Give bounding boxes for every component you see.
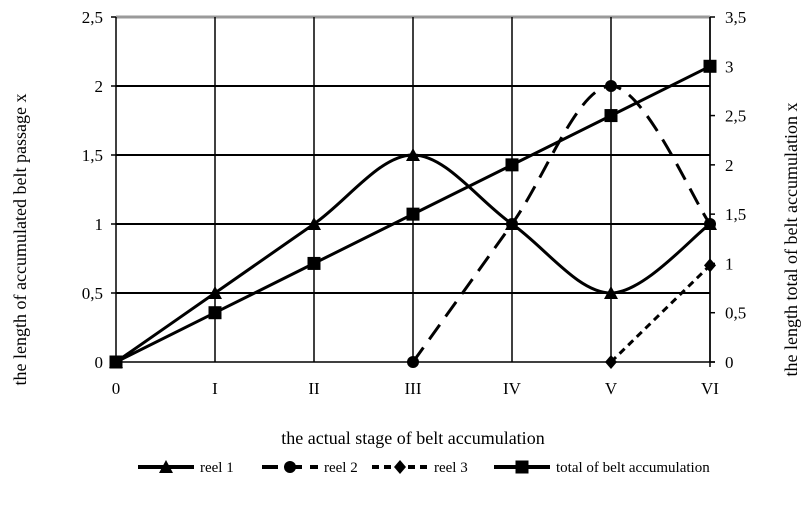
tick-labels: 00,511,522,500,511,522,533,50 I II III IV V VI [82, 8, 747, 398]
data-point [605, 355, 617, 369]
data-point [109, 355, 123, 369]
series-layer [109, 59, 717, 369]
y-right-tick-label: 1,5 [725, 205, 746, 224]
series-total-of-belt-accumulation [109, 59, 717, 369]
data-point [605, 80, 617, 92]
data-point [406, 207, 420, 221]
legend-label: total of belt accumulation [556, 460, 710, 476]
x-tick-label: III [405, 379, 422, 398]
legend-item: reel 1 [138, 460, 234, 476]
y-left-tick-label: 2 [95, 77, 104, 96]
series-reel-3 [605, 258, 716, 369]
x-tick-label: VI [701, 379, 719, 398]
y-right-tick-label: 2 [725, 156, 734, 175]
x-tick-label: IV [503, 379, 522, 398]
y-right-tick-label: 2,5 [725, 107, 746, 126]
legend: reel 1 reel 2 reel 3 total of belt accumula… [138, 460, 710, 476]
data-point [307, 217, 321, 230]
y-left-tick-label: 2,5 [82, 8, 103, 27]
data-point [506, 218, 518, 230]
y-left-tick-label: 0,5 [82, 284, 103, 303]
y-right-tick-label: 0,5 [725, 304, 746, 323]
legend-label: reel 1 [200, 460, 234, 476]
data-point [307, 256, 321, 270]
data-point [604, 109, 618, 123]
y-left-tick-label: 0 [95, 353, 104, 372]
x-tick-label: I [212, 379, 218, 398]
y-left-tick-label: 1 [95, 215, 104, 234]
y-right-tick-label: 0 [725, 353, 734, 372]
data-point [703, 59, 717, 73]
data-point [604, 286, 618, 299]
y-axis-left-title: the length of accumulated belt passage x [10, 94, 30, 386]
x-tick-label: V [605, 379, 618, 398]
legend-item: total of belt accumulation [494, 460, 710, 476]
gridlines [116, 15, 711, 362]
y-right-tick-label: 3 [725, 57, 734, 76]
y-right-tick-label: 3,5 [725, 8, 746, 27]
legend-item: reel 2 [262, 460, 358, 476]
y-right-tick-label: 1 [725, 254, 734, 273]
data-point [407, 356, 419, 368]
legend-marker [159, 460, 173, 473]
data-point [406, 148, 420, 161]
data-point [208, 286, 222, 299]
legend-label: reel 3 [434, 460, 468, 476]
legend-marker [394, 460, 406, 474]
legend-label: reel 2 [324, 460, 358, 476]
data-point [505, 158, 519, 172]
x-axis-title: the actual stage of belt accumulation [281, 428, 544, 448]
y-axis-right-title: the length total of belt accumulation x [781, 103, 801, 377]
series-reel-2 [407, 80, 716, 368]
series-line [411, 84, 712, 363]
x-tick-label: 0 [112, 379, 121, 398]
data-point [704, 218, 716, 230]
y-left-tick-label: 1,5 [82, 146, 103, 165]
data-point [704, 258, 716, 273]
legend-marker [515, 460, 529, 474]
x-tick-label: II [308, 379, 320, 398]
legend-marker [284, 461, 296, 473]
series-line [609, 264, 712, 364]
legend-item: reel 3 [372, 460, 468, 476]
data-point [208, 306, 222, 320]
